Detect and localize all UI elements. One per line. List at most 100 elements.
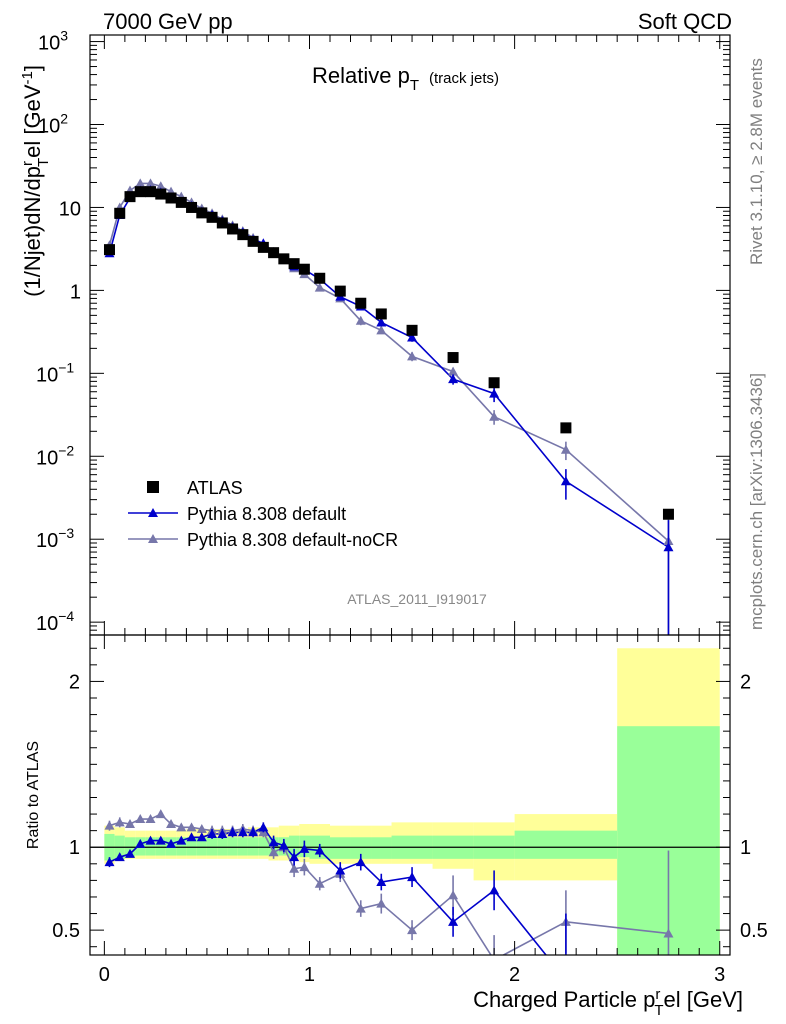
y-tick-label-exp: −4 [58,608,74,624]
data-point [103,244,115,256]
data-point [268,247,280,259]
data-point [196,832,207,842]
band-inner [288,835,300,858]
band-inner [145,837,156,856]
data-point [314,272,326,284]
data-point [135,178,146,188]
y-tick-label-exp: 2 [60,111,68,127]
band-inner [217,837,228,856]
data-point [407,351,418,361]
data-point [488,377,500,389]
data-point [207,828,218,838]
data-point [145,835,156,845]
header-right-label: Soft QCD [638,9,732,34]
data-point [489,885,500,895]
y-label-part-e: -1 [19,71,36,84]
data-point [298,263,310,275]
data-point [489,388,500,398]
data-point [114,817,125,827]
data-point [175,196,187,208]
data-point [227,827,238,837]
title-tail: (track jets) [429,70,499,87]
legend-marker [147,481,159,493]
data-point [258,822,269,832]
band-inner [247,837,259,856]
y-label-part-d: el [GeV [20,84,45,158]
x-label-part-d: el [GeV] [664,987,743,1012]
data-point [257,241,269,253]
x-tick-label: 0 [99,964,110,986]
x-label-part-a: Charged Particle p [473,987,655,1012]
band-inner [237,837,248,856]
band-inner [514,830,618,859]
ratio-axis-ticks: 0 1 2 3 0.5 0.5 1 1 2 2 [52,635,768,986]
data-point [376,877,387,887]
data-point [217,828,228,838]
y-tick-label-base: 10 [38,33,60,55]
data-point [334,285,346,297]
data-point [165,192,177,204]
legend: ATLAS Pythia 8.308 default Pythia 8.308 de… [128,478,398,550]
y-tick-label-exp: −1 [58,359,74,375]
data-point [376,325,387,335]
y-label-part-f: ] [20,65,45,71]
data-point [125,819,135,829]
ratio-plot-frame [89,634,731,956]
data-point [560,422,572,434]
data-point [355,903,366,913]
y-tick-label: 102 [38,111,68,138]
y-tick-label: 0.5 [52,920,80,942]
y-tick-label-exp: −2 [58,442,74,458]
data-point [237,827,248,837]
band-inner [196,837,207,856]
y-tick-label-right: 1 [740,837,751,859]
legend-marker [148,508,158,517]
data-point [314,845,325,855]
data-point [247,235,259,247]
chart-title: Relative pT (track jets) [312,63,499,94]
y-tick-label: 1 [69,837,80,859]
legend-label: Pythia 8.308 default-noCR [187,530,398,550]
legend-label: ATLAS [187,478,243,498]
analysis-watermark: ATLAS_2011_I919017 [347,591,487,607]
ratio-uncertainty-bands [90,648,730,955]
data-point [268,837,279,847]
y-tick-label: 2 [69,671,80,693]
y-tick-label: 103 [38,28,68,55]
data-point [278,840,289,850]
data-point [206,211,218,223]
data-point [125,848,135,858]
data-point [135,838,146,848]
data-point [355,857,366,867]
data-point [314,282,325,292]
band-inner [330,837,351,859]
data-point [560,476,571,486]
data-point [155,835,166,845]
band-inner [176,837,187,856]
data-point [375,308,387,320]
data-point [376,898,387,908]
y-tick-label-exp: −3 [58,525,74,541]
data-point [104,857,115,867]
data-point [166,838,177,848]
data-point [376,317,387,327]
mcplots-label: mcplots.cern.ch [arXiv:1306.3436] [747,373,766,630]
data-point [448,890,459,900]
data-point [155,181,166,191]
data-point [196,207,208,219]
data-point [145,178,156,188]
data-point [448,374,459,384]
y-tick-label: 10−2 [36,442,74,469]
data-point [124,191,136,203]
band-inner [155,837,166,856]
x-axis-label: Charged Particle pr Tel [GeV] [473,986,743,1019]
data-point [406,324,418,336]
data-point [289,852,300,862]
data-point [288,258,300,270]
data-point [176,822,187,832]
data-point [145,186,157,198]
data-point [299,843,310,853]
data-point [299,862,310,872]
